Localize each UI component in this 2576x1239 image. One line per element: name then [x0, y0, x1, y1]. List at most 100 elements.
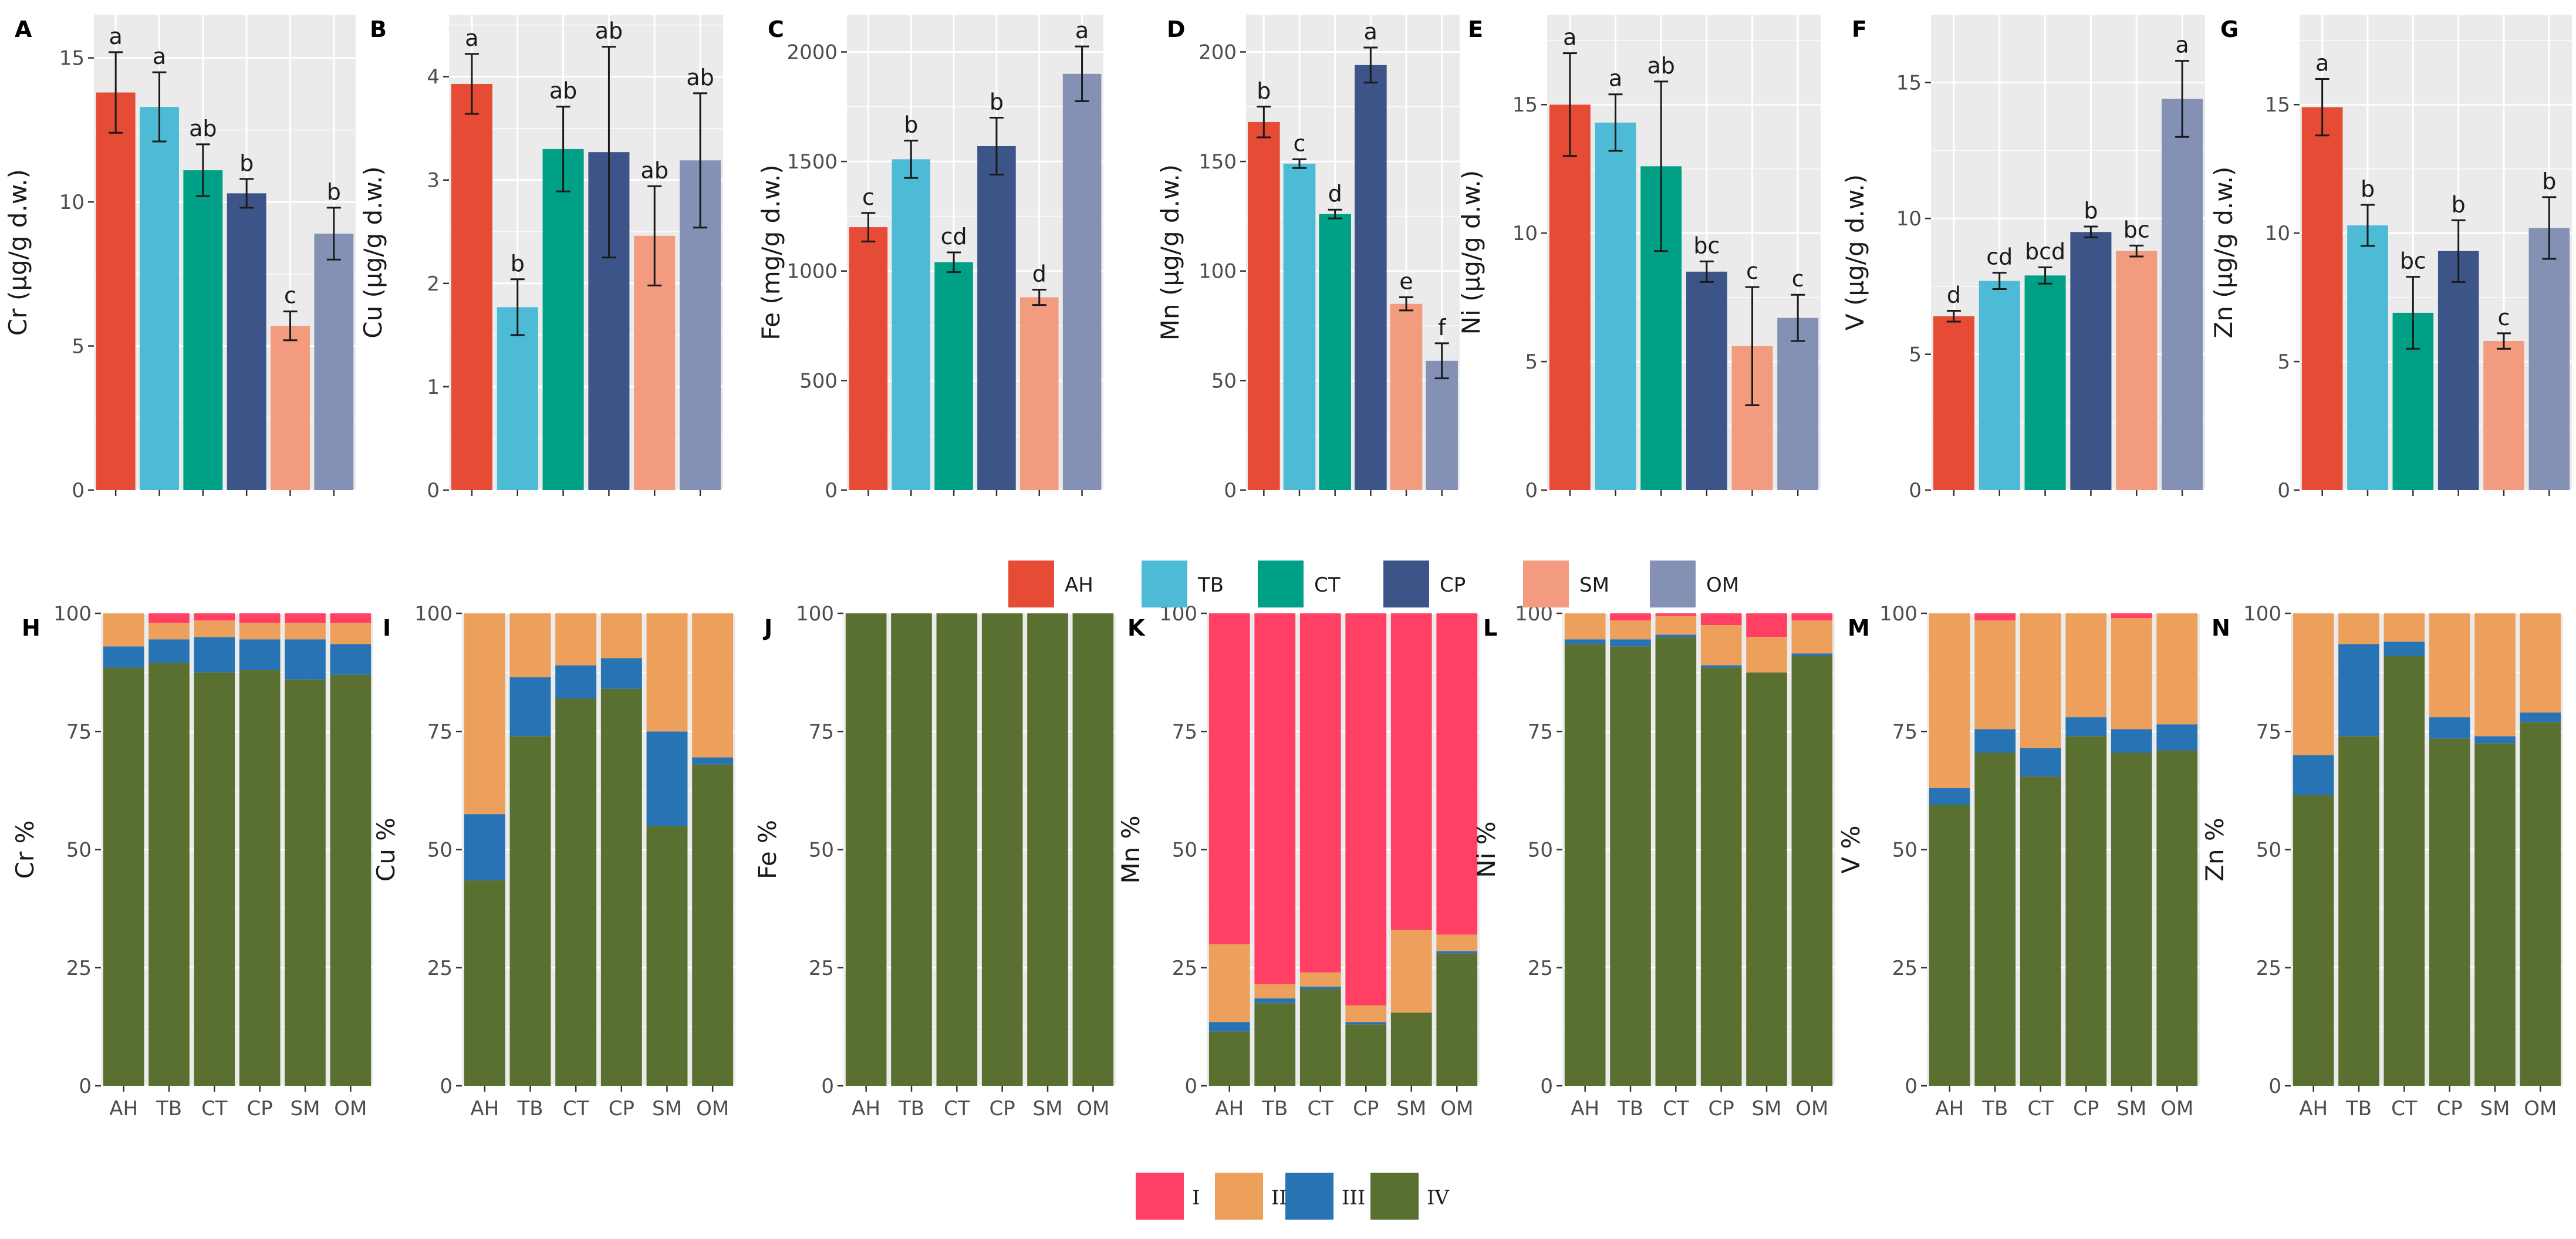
y-tick-label: 50: [1211, 369, 1237, 393]
bar-SM: [271, 326, 310, 490]
y-tick-label: 0: [825, 479, 838, 502]
plot-background: [1547, 15, 1821, 490]
significance-label: bc: [2123, 217, 2150, 242]
segment-IV-TB: [148, 663, 190, 1086]
significance-label: bcd: [2025, 238, 2065, 264]
segment-IV-SM: [2111, 752, 2152, 1086]
segment-IV-TB: [1254, 1003, 1296, 1086]
segment-II-AH: [464, 613, 505, 815]
y-tick-label: 50: [66, 839, 92, 862]
segment-IV-AH: [1929, 805, 1970, 1086]
significance-label: ab: [641, 157, 669, 183]
bar-AH: [1248, 121, 1280, 491]
significance-label: a: [1364, 19, 1378, 45]
segment-II-SM: [1746, 637, 1787, 673]
panel-I: 0 25 50 75 100 AH TB CT CP SM OM Cu % I: [372, 602, 735, 1120]
legend-label-I: I: [1192, 1186, 1200, 1210]
significance-label: f: [1438, 315, 1447, 340]
segment-IV-SM: [646, 826, 688, 1086]
x-tick-label: OM: [2160, 1097, 2193, 1120]
bar-CT: [183, 170, 223, 490]
x-tick-label: CT: [1307, 1097, 1333, 1120]
segment-III-CT: [1299, 986, 1341, 989]
y-tick-label: 0: [427, 479, 440, 502]
panel-M: 0 25 50 75 100 AH TB CT CP SM OM V % M: [1836, 602, 2200, 1120]
segment-IV-TB: [891, 613, 932, 1086]
segment-IV-SM: [2474, 743, 2516, 1086]
segment-I-TB: [148, 613, 190, 623]
segment-IV-SM: [1027, 613, 1068, 1086]
significance-label: d: [1032, 261, 1046, 286]
y-axis-title: Mn (µg/g d.w.): [1156, 164, 1184, 340]
y-tick-label: 75: [1528, 720, 1553, 744]
segment-II-TB: [1254, 984, 1296, 999]
segment-II-OM: [1436, 934, 1478, 951]
segment-I-SM: [2111, 613, 2152, 619]
bar-CP: [2070, 232, 2112, 490]
panel-H: 0 25 50 75 100 AH TB CT CP SM OM Cr % H: [11, 602, 373, 1120]
significance-label: b: [239, 150, 254, 176]
y-tick-label: 200: [1198, 40, 1237, 64]
y-axis-title: Ni (µg/g d.w.): [1457, 170, 1485, 335]
y-tick-label: 4: [427, 66, 440, 89]
x-tick-label: CP: [609, 1097, 634, 1120]
segment-II-CT: [1299, 972, 1341, 987]
segment-III-OM: [2156, 724, 2198, 751]
significance-label: a: [1563, 25, 1576, 50]
segment-III-TB: [509, 677, 551, 737]
bar-CP: [1686, 271, 1727, 490]
segment-II-SM: [1390, 930, 1432, 1013]
panel-J: 0 25 50 75 100 AH TB CT CP SM OM Fe % J: [753, 602, 1116, 1120]
panel-D: 0 50 100 150 200 bcd a ef Mn (µg/g d.w.) D: [1156, 15, 1460, 502]
bar-CP: [227, 193, 266, 490]
segment-II-AH: [1929, 613, 1970, 788]
segment-IV-TB: [2338, 736, 2379, 1086]
legend-key-TB: [1142, 561, 1187, 607]
segment-III-CP: [600, 658, 642, 689]
x-tick-label: SM: [2116, 1097, 2146, 1120]
bar-AH: [96, 92, 136, 490]
y-tick-label: 5: [1525, 350, 1538, 374]
y-tick-label: 100: [2243, 602, 2281, 626]
segment-IV-TB: [1974, 752, 2016, 1086]
bar-SM: [2483, 341, 2524, 490]
bar-TB: [2347, 225, 2388, 490]
bar-AH: [1933, 316, 1974, 490]
segment-III-CP: [1700, 665, 1742, 668]
segment-III-OM: [2520, 713, 2561, 723]
segment-III-AH: [2293, 755, 2334, 795]
y-tick-label: 0: [2277, 479, 2290, 502]
segment-II-OM: [330, 623, 372, 644]
y-tick-label: 10: [2265, 222, 2290, 245]
segment-II-CP: [239, 623, 281, 640]
segment-IV-CP: [2429, 738, 2470, 1086]
significance-label: cd: [1986, 244, 2013, 270]
segment-IV-OM: [1072, 613, 1114, 1086]
segment-IV-OM: [1791, 656, 1833, 1086]
y-tick-label: 25: [1528, 957, 1553, 980]
y-tick-label: 0: [1540, 1075, 1553, 1098]
segment-II-AH: [1208, 944, 1250, 1022]
bar-OM: [1062, 73, 1102, 491]
panel-letter: G: [2220, 16, 2239, 42]
segment-III-CT: [2020, 748, 2061, 777]
y-tick-label: 25: [2256, 957, 2281, 980]
segment-II-TB: [148, 623, 190, 640]
legend-label-IV: IV: [1427, 1186, 1450, 1210]
plot-background: [847, 15, 1103, 490]
y-tick-label: 15: [59, 47, 85, 70]
y-tick-label: 100: [1879, 602, 1917, 626]
segment-I-SM: [1746, 613, 1787, 637]
segment-IV-OM: [2156, 750, 2198, 1086]
y-tick-label: 3: [427, 169, 440, 193]
segment-I-CT: [1655, 613, 1697, 616]
legend-key-OM: [1650, 561, 1696, 607]
panel-C: 0 500 1000 1500 2000 c b cd b d a Fe (mg/g d.w.) C: [757, 15, 1103, 502]
y-tick-label: 15: [2265, 93, 2290, 117]
bar-CP: [977, 146, 1016, 490]
panel-letter: D: [1167, 16, 1186, 42]
bar-SM: [1390, 303, 1423, 490]
segment-I-TB: [1610, 613, 1651, 621]
